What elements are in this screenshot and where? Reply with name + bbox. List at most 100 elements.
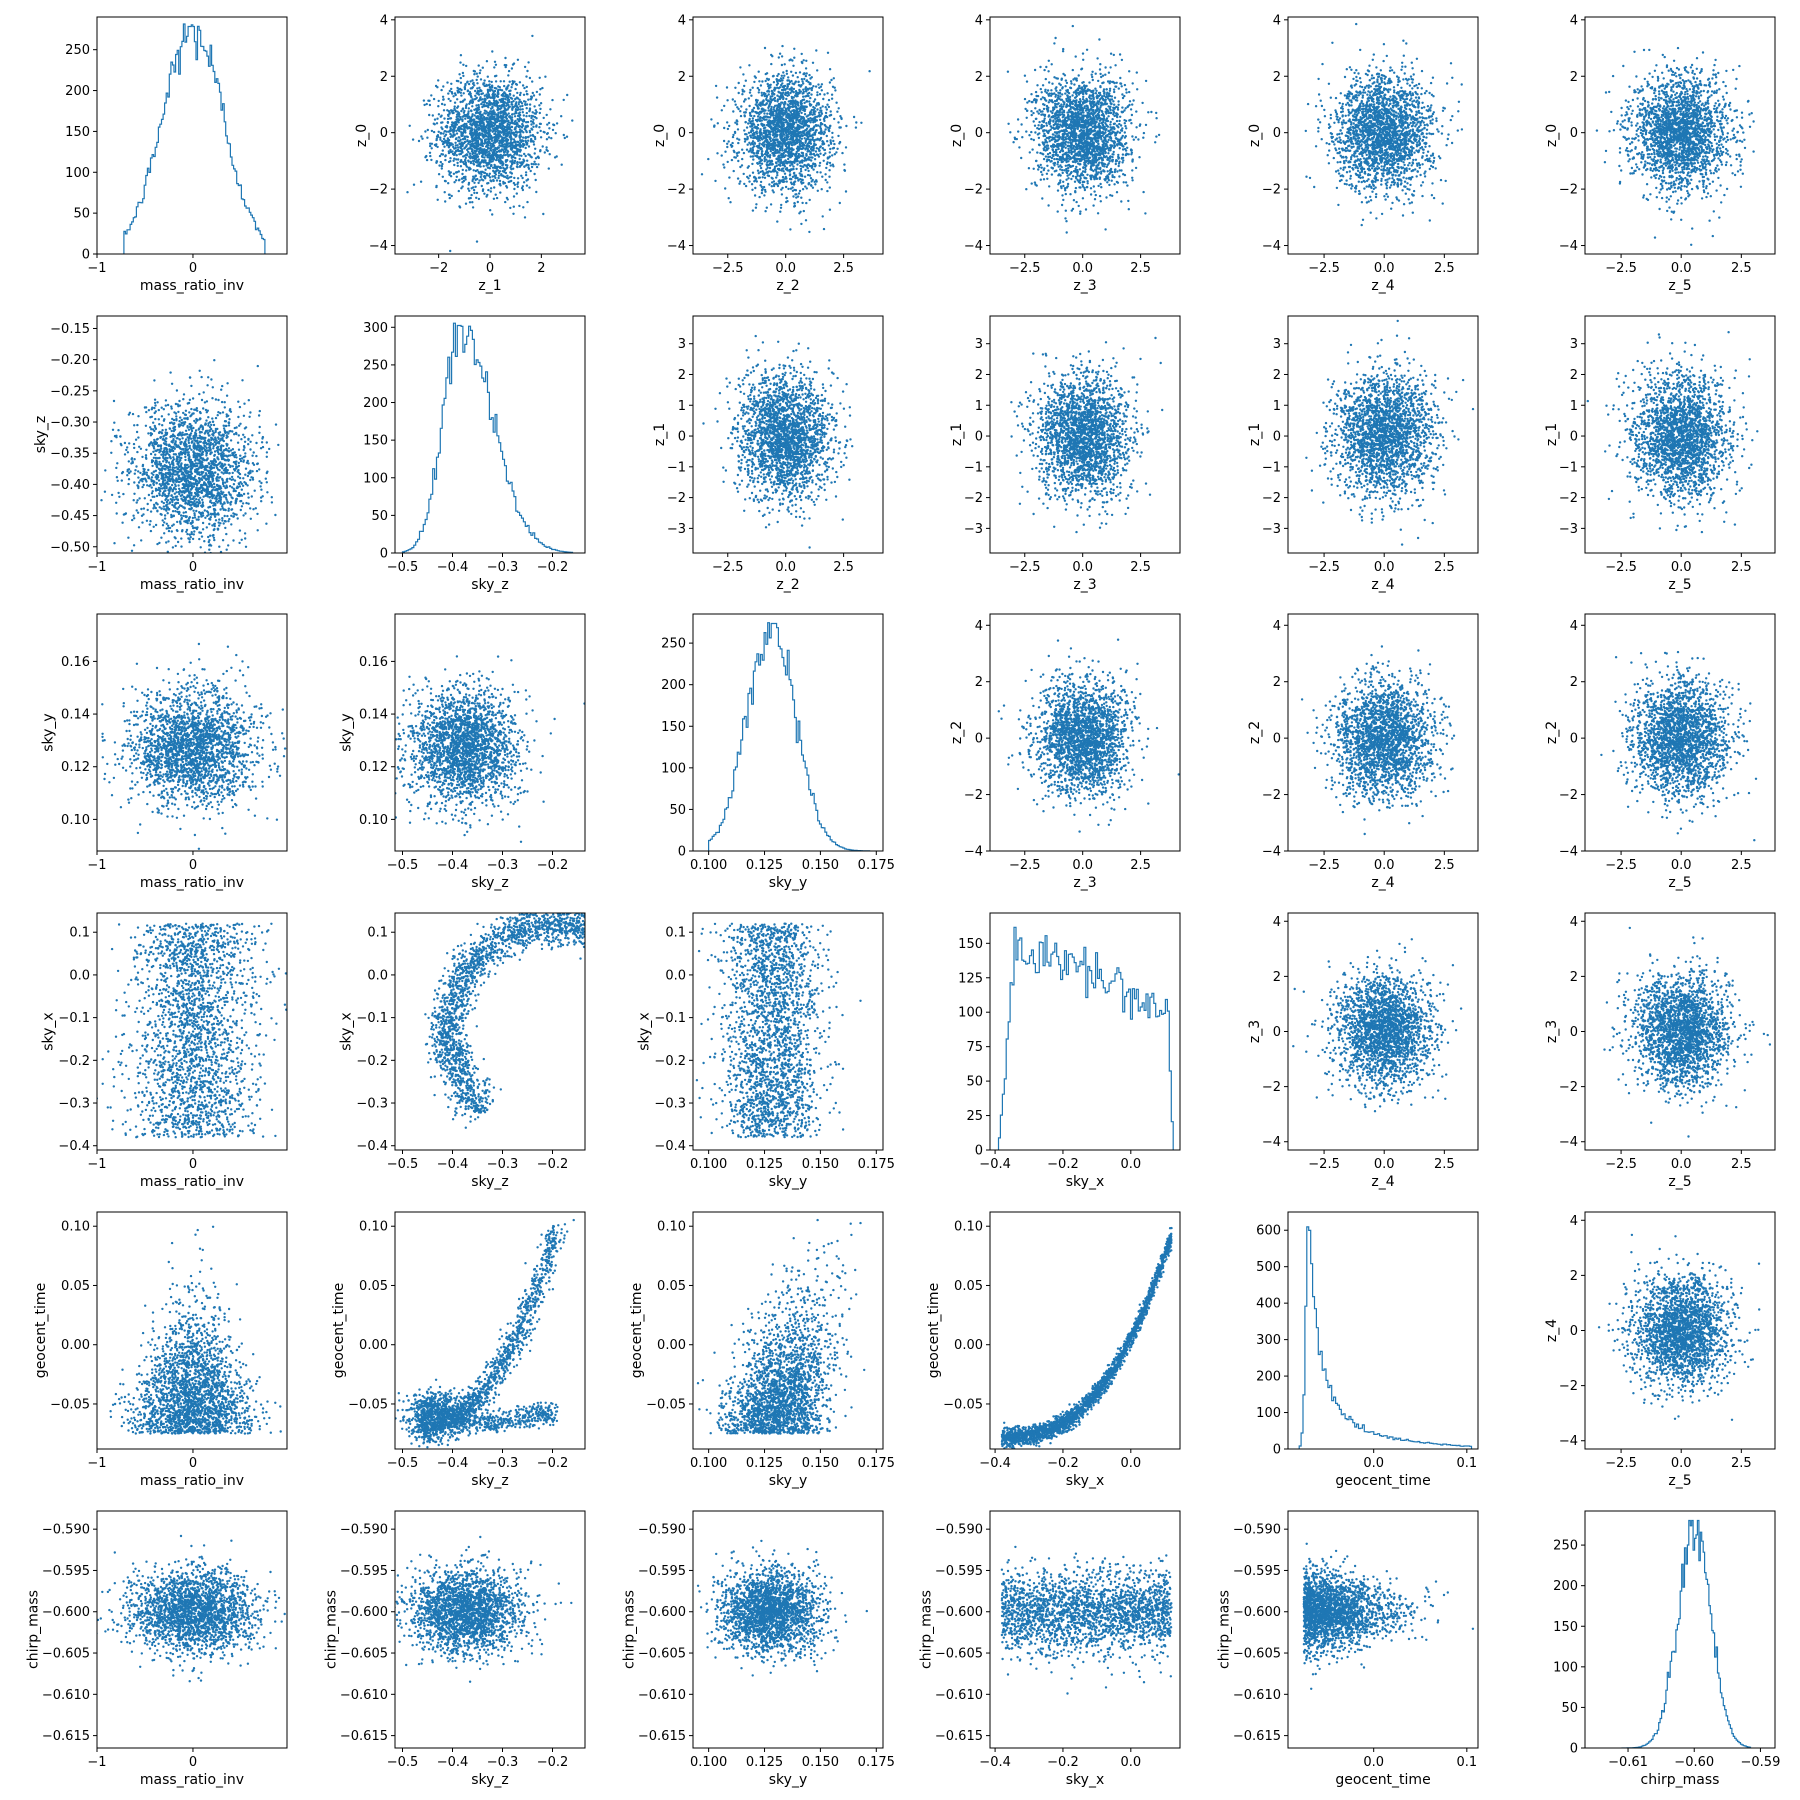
scatter-point: [525, 115, 527, 117]
scatter-point: [1121, 85, 1123, 87]
scatter-point: [804, 176, 806, 178]
scatter-point: [1121, 59, 1123, 61]
scatter-point: [799, 172, 801, 174]
scatter-point: [729, 201, 731, 203]
scatter-point: [775, 176, 777, 178]
scatter-point: [547, 132, 549, 134]
scatter-point: [528, 186, 530, 188]
scatter-point: [802, 188, 804, 190]
scatter-point: [530, 155, 532, 157]
scatter-point: [449, 157, 451, 159]
scatter-point: [761, 92, 763, 94]
scatter-point: [511, 67, 513, 69]
scatter-point: [793, 202, 795, 204]
scatter-point: [764, 177, 766, 179]
scatter-point: [789, 173, 791, 175]
scatter-point: [476, 73, 478, 75]
scatter-point: [826, 140, 828, 142]
scatter-point: [456, 176, 458, 178]
scatter-point: [754, 111, 756, 113]
scatter-point: [824, 149, 826, 151]
scatter-point: [784, 136, 786, 138]
scatter-point: [535, 124, 537, 126]
scatter-point: [482, 67, 484, 69]
scatter-point: [760, 160, 762, 162]
scatter-point: [742, 73, 744, 75]
scatter-point: [728, 197, 730, 199]
scatter-point: [818, 132, 820, 134]
scatter-point: [515, 101, 517, 103]
scatter-point: [526, 160, 528, 162]
scatter-point: [771, 93, 773, 95]
scatter-point: [1104, 66, 1106, 68]
scatter-point: [487, 189, 489, 191]
scatter-point: [767, 143, 769, 145]
scatter-point: [473, 169, 475, 171]
scatter-point: [462, 64, 464, 66]
scatter-point: [775, 139, 777, 141]
scatter-point: [492, 125, 494, 127]
scatter-point: [793, 88, 795, 90]
scatter-point: [829, 209, 831, 211]
scatter-point: [837, 135, 839, 137]
scatter-point: [478, 99, 480, 101]
scatter-point: [457, 105, 459, 107]
scatter-point: [485, 161, 487, 163]
scatter-point: [1131, 114, 1133, 116]
scatter-point: [455, 130, 457, 132]
scatter-point: [1059, 89, 1061, 91]
scatter-point: [795, 90, 797, 92]
scatter-point: [749, 125, 751, 127]
scatter-point: [788, 107, 790, 109]
scatter-point: [828, 130, 830, 132]
scatter-point: [509, 207, 511, 209]
scatter-point: [507, 84, 509, 86]
scatter-point: [744, 140, 746, 142]
scatter-point: [490, 113, 492, 115]
scatter-point: [533, 105, 535, 107]
scatter-point: [458, 190, 460, 192]
scatter-point: [749, 135, 751, 137]
scatter-point: [499, 191, 501, 193]
scatter-point: [759, 117, 761, 119]
scatter-point: [758, 113, 760, 115]
scatter-point: [803, 59, 805, 61]
scatter-point: [539, 150, 541, 152]
scatter-point: [790, 142, 792, 144]
scatter-point: [495, 64, 497, 66]
scatter-point: [1099, 73, 1101, 75]
scatter-point: [501, 121, 503, 123]
scatter-point: [498, 175, 500, 177]
scatter-point: [816, 69, 818, 71]
scatter-point: [767, 109, 769, 111]
scatter-point: [475, 133, 477, 135]
scatter-point: [449, 133, 451, 135]
scatter-point: [751, 189, 753, 191]
scatter-point: [498, 108, 500, 110]
scatter-point: [514, 104, 516, 106]
scatter-point: [841, 152, 843, 154]
scatter-point: [781, 149, 783, 151]
scatter-point: [476, 192, 478, 194]
scatter-point: [792, 195, 794, 197]
scatter-point: [828, 127, 830, 129]
scatter-point: [765, 98, 767, 100]
scatter-point: [489, 173, 491, 175]
scatter-point: [478, 179, 480, 181]
scatter-point: [809, 199, 811, 201]
scatter-point: [546, 114, 548, 116]
scatter-point: [755, 119, 757, 121]
scatter-point: [737, 108, 739, 110]
scatter-point: [732, 110, 734, 112]
y-axis-label: z_0: [652, 124, 668, 147]
scatter-point: [748, 180, 750, 182]
plot-area: [1007, 25, 1161, 234]
scatter-point: [792, 165, 794, 167]
scatter-point: [779, 53, 781, 55]
scatter-point: [468, 116, 470, 118]
scatter-point: [797, 129, 799, 131]
scatter-point: [790, 111, 792, 113]
scatter-point: [519, 105, 521, 107]
scatter-point: [820, 127, 822, 129]
